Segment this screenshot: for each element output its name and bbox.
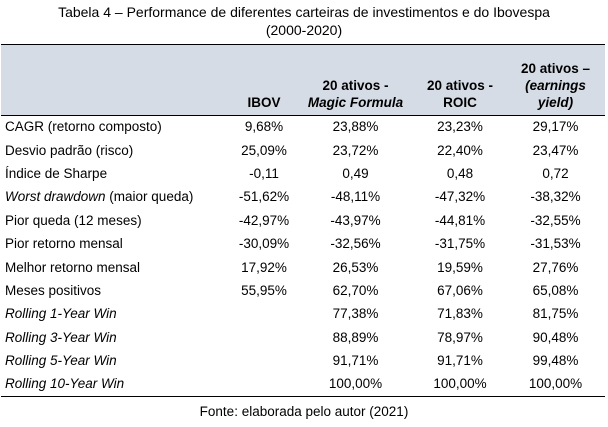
performance-table: IBOV 20 ativos - Magic Formula 20 ativos… [1,44,605,397]
cell-magic-formula: 77,38% [332,306,379,322]
cell-roic: -47,32% [434,189,486,205]
table-row: Melhor retorno mensal 17,92% 26,53% 19,5… [1,256,605,279]
cell-roic: 78,97% [437,329,483,345]
row-label: Pior retorno mensal [5,236,123,252]
table-source-note: Fonte: elaborada pelo autor (2021) [199,404,409,419]
cell-ibov [231,372,297,397]
row-label: Desvio padrão (risco) [5,142,134,158]
cell-earnings-yield: 0,72 [542,165,569,181]
table-row: Worst drawdown (maior queda) -51,62% -48… [1,186,605,209]
row-label: Rolling 3-Year Win [5,329,117,345]
cell-magic-formula: 88,89% [332,329,379,345]
table-title: Tabela 4 – Performance de diferentes car… [58,4,550,20]
cell-roic: 19,59% [437,259,483,275]
table-caption: Tabela 4 – Performance de diferentes car… [0,3,608,39]
row-label: Rolling 5-Year Win [5,353,117,369]
column-header-ibov: IBOV [231,44,297,116]
table-header-row: IBOV 20 ativos - Magic Formula 20 ativos… [1,44,605,116]
row-label: Pior queda (12 meses) [5,212,142,228]
cell-ibov: 55,95% [241,282,287,298]
cell-earnings-yield: 65,08% [532,282,579,298]
row-label: Worst drawdown (maior queda) [5,189,194,205]
cell-magic-formula: 23,88% [332,119,379,135]
cell-magic-formula: -32,56% [330,236,381,252]
cell-roic: 23,23% [437,119,483,135]
cell-ibov: 17,92% [241,259,287,275]
cell-earnings-yield: -31,53% [530,236,581,252]
row-label: Melhor retorno mensal [5,259,141,275]
cell-earnings-yield: 99,48% [532,353,579,369]
row-label: CAGR (retorno composto) [5,119,162,135]
table-row: Pior retorno mensal -30,09% -32,56% -31,… [1,232,605,255]
cell-ibov: 9,68% [244,119,284,135]
table-row: Rolling 10-Year Win 100,00% 100,00% 100,… [1,372,605,397]
cell-earnings-yield: 27,76% [532,259,579,275]
cell-earnings-yield: -32,55% [530,212,581,228]
cell-ibov: -42,97% [238,212,290,228]
cell-magic-formula: 91,71% [332,353,379,369]
cell-roic: -31,75% [434,236,486,252]
cell-roic: 100,00% [414,372,506,397]
cell-magic-formula: 62,70% [332,282,379,298]
table-row: Rolling 3-Year Win 88,89% 78,97% 90,48% [1,326,605,349]
cell-earnings-yield: 90,48% [532,329,579,345]
cell-magic-formula: 23,72% [332,142,379,158]
cell-ibov [231,326,297,349]
cell-magic-formula: -48,11% [330,189,381,205]
cell-ibov: -51,62% [238,189,290,205]
column-header-roic: 20 ativos - ROIC [414,44,506,116]
table-row: CAGR (retorno composto) 9,68% 23,88% 23,… [1,116,605,139]
cell-roic: 91,71% [437,353,483,369]
cell-roic: -44,81% [434,212,486,228]
column-header-earnings-yield: 20 ativos – (earnings yield) [506,44,605,116]
table-row: Desvio padrão (risco) 25,09% 23,72% 22,4… [1,139,605,162]
row-label: Índice de Sharpe [5,165,108,181]
table-row: Índice de Sharpe -0,11 0,49 0,48 0,72 [1,162,605,185]
cell-magic-formula: 26,53% [332,259,379,275]
cell-magic-formula: -43,97% [330,212,381,228]
table-row: Pior queda (12 meses) -42,97% -43,97% -4… [1,209,605,232]
cell-ibov: -30,09% [238,236,290,252]
row-label: Rolling 1-Year Win [5,306,117,322]
cell-roic: 71,83% [437,306,483,322]
cell-roic: 0,48 [446,165,474,181]
cell-roic: 67,06% [437,282,483,298]
table-row: Rolling 5-Year Win 91,71% 91,71% 99,48% [1,349,605,372]
row-label: Rolling 10-Year Win [1,372,231,397]
row-label: Meses positivos [5,282,102,298]
column-header-magic-formula: 20 ativos - Magic Formula [297,44,414,116]
cell-roic: 22,40% [437,142,483,158]
cell-ibov: 25,09% [241,142,287,158]
cell-ibov [231,303,297,326]
table-period: (2000-2020) [265,22,343,38]
cell-magic-formula: 100,00% [297,372,414,397]
cell-earnings-yield: 81,75% [532,306,579,322]
cell-earnings-yield: -38,32% [530,189,581,205]
cell-earnings-yield: 100,00% [506,372,605,397]
table-row: Meses positivos 55,95% 62,70% 67,06% 65,… [1,279,605,302]
cell-magic-formula: 0,49 [342,165,369,181]
cell-earnings-yield: 23,47% [532,142,579,158]
cell-earnings-yield: 29,17% [532,119,579,135]
table-row: Rolling 1-Year Win 77,38% 71,83% 81,75% [1,303,605,326]
cell-ibov [231,349,297,372]
column-header-metric [1,44,231,116]
cell-ibov: -0,11 [249,165,279,181]
